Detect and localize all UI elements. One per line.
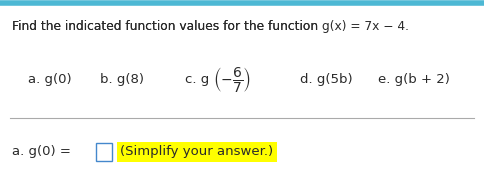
Text: (Simplify your answer.): (Simplify your answer.)	[120, 146, 273, 158]
Text: $\left(-\dfrac{6}{7}\right)$: $\left(-\dfrac{6}{7}\right)$	[213, 66, 251, 94]
Text: Find the indicated function values for the function: Find the indicated function values for t…	[12, 20, 322, 33]
Text: a. g(0): a. g(0)	[28, 74, 72, 86]
Text: e. g(b + 2): e. g(b + 2)	[378, 74, 450, 86]
Text: c. g: c. g	[185, 74, 209, 86]
Text: d. g(5b): d. g(5b)	[300, 74, 353, 86]
FancyBboxPatch shape	[96, 143, 112, 161]
Text: a. g(0) =: a. g(0) =	[12, 146, 75, 158]
Text: Find the indicated function values for the function g(x) = 7x − 4.: Find the indicated function values for t…	[12, 20, 409, 33]
Text: b. g(8): b. g(8)	[100, 74, 144, 86]
